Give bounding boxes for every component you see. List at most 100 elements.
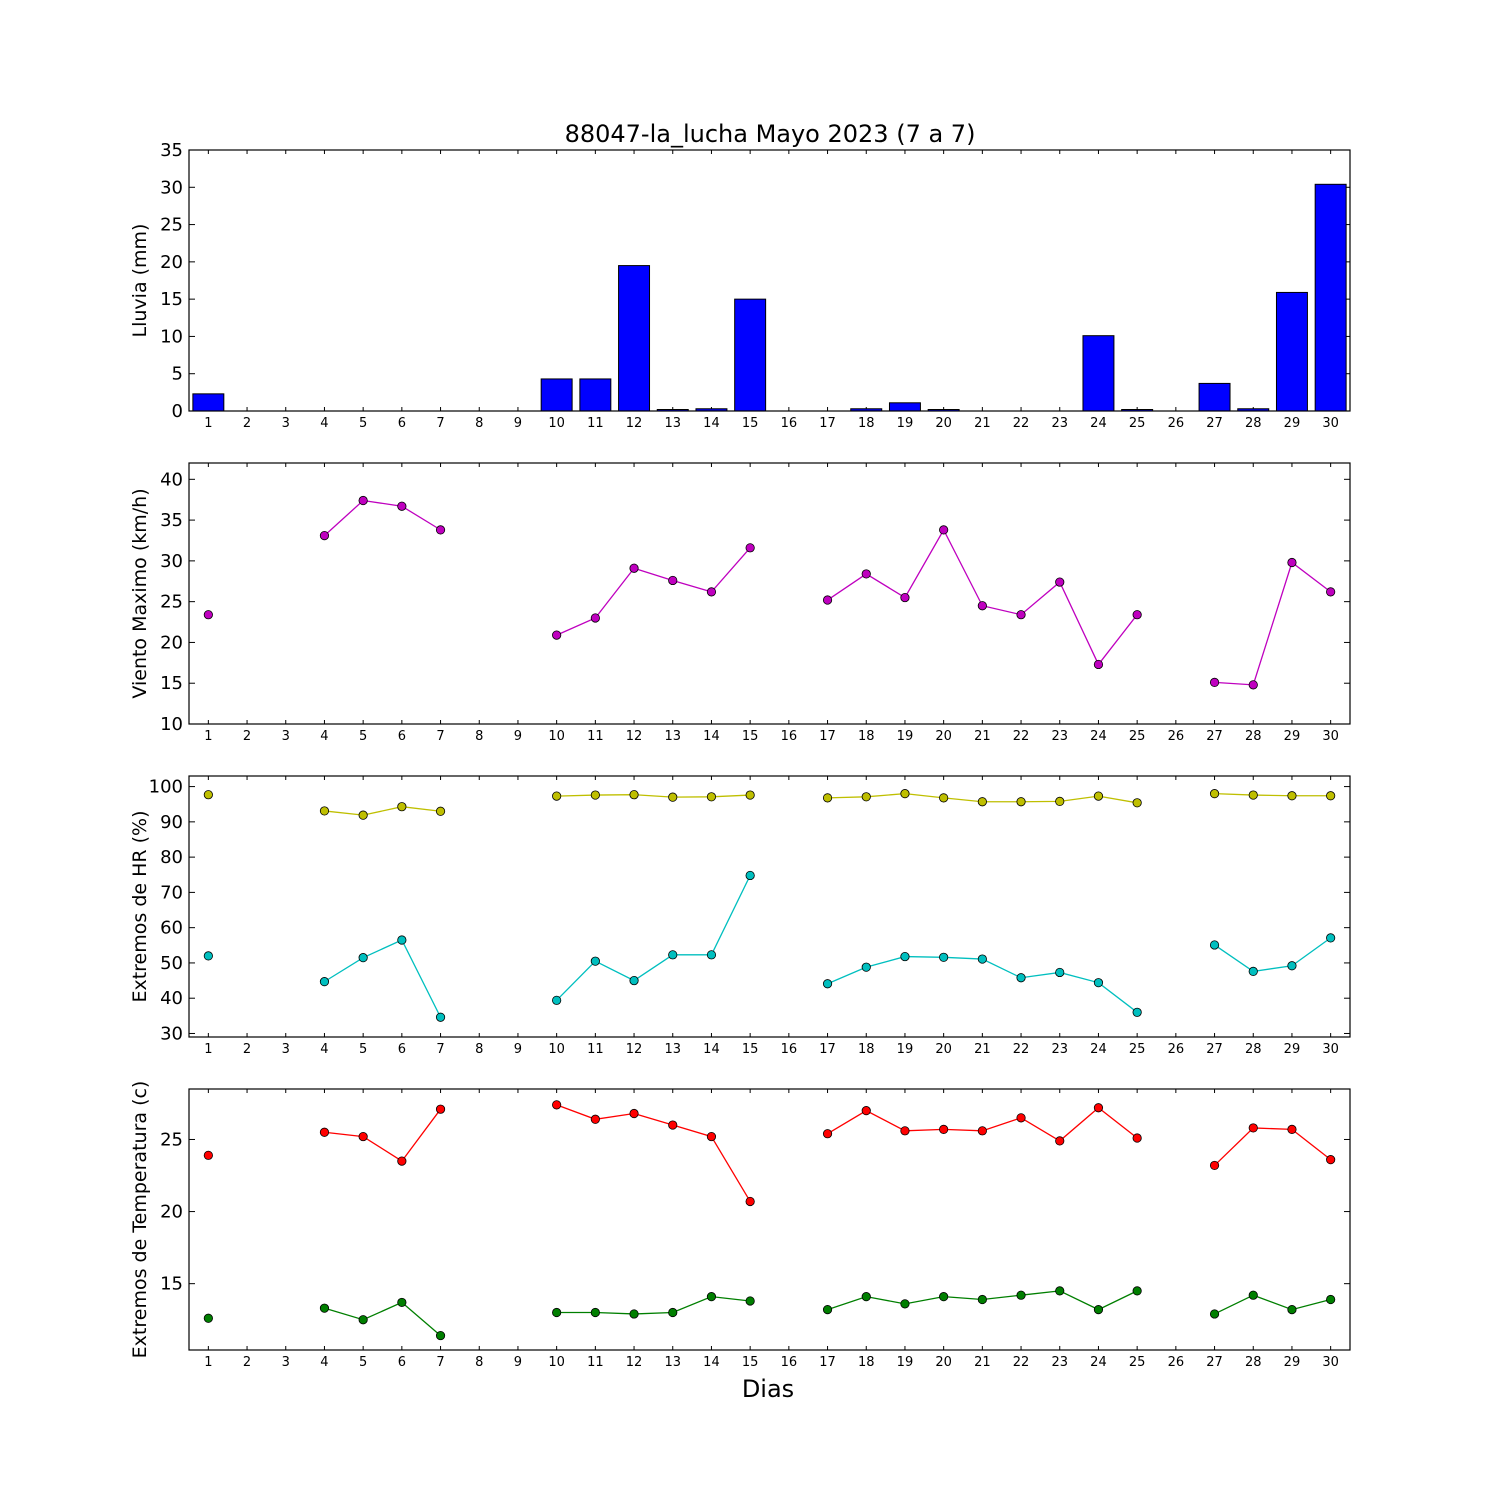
data-point (1093, 978, 1104, 988)
x-tick-label: 17 (819, 416, 836, 431)
x-tick-label: 16 (781, 1355, 798, 1370)
x-tick-label: 7 (436, 416, 444, 431)
x-tick-label: 7 (436, 729, 444, 744)
x-tick-label: 8 (475, 1042, 483, 1057)
y-tick-label: 80 (160, 847, 183, 868)
y-tick-label: 30 (160, 177, 183, 198)
data-point (1132, 1286, 1142, 1296)
x-tick-label: 11 (587, 1355, 604, 1370)
x-tick-label: 13 (664, 1042, 681, 1057)
x-tick-label: 18 (858, 1355, 875, 1370)
plot-frame (188, 775, 1351, 1038)
x-tick-label: 25 (1129, 1355, 1146, 1370)
data-point (319, 1303, 330, 1313)
x-tick-label: 28 (1245, 416, 1262, 431)
data-point (1209, 940, 1220, 950)
x-tick-label: 21 (974, 416, 991, 431)
x-tick-label: 8 (475, 729, 483, 744)
y-tick-label: 25 (160, 215, 183, 236)
data-point (1287, 791, 1297, 801)
x-tick-label: 5 (359, 1042, 367, 1057)
data-point (319, 806, 330, 816)
data-point (1326, 587, 1336, 597)
series-line (1214, 937, 1332, 973)
data-point (1016, 610, 1026, 620)
data-point (397, 935, 407, 945)
data-point (939, 1124, 949, 1134)
x-tick-label: 15 (742, 729, 759, 744)
series-line (827, 955, 1138, 1013)
x-tick-label: 21 (974, 1355, 991, 1370)
data-point (939, 525, 949, 535)
x-tick-label: 4 (320, 416, 328, 431)
plot-frame (188, 462, 1351, 725)
data-point (706, 792, 717, 802)
x-tick-label: 4 (320, 729, 328, 744)
y-tick-label: 5 (172, 364, 183, 385)
data-point (1132, 1133, 1142, 1143)
x-tick-label: 24 (1090, 1355, 1107, 1370)
data-point (900, 789, 910, 799)
data-point (1209, 1160, 1220, 1171)
data-point (358, 1131, 368, 1142)
data-point (939, 793, 949, 803)
x-tick-label: 30 (1322, 1355, 1339, 1370)
x-tick-label: 12 (626, 416, 643, 431)
x-tick-label: 4 (320, 1042, 328, 1057)
data-point (1326, 933, 1336, 943)
x-tick-label: 10 (548, 1355, 565, 1370)
data-point (706, 587, 717, 597)
x-tick-label: 15 (742, 1042, 759, 1057)
x-tick-label: 25 (1129, 1042, 1146, 1057)
x-tick-label: 15 (742, 1355, 759, 1370)
y-tick-label: 20 (160, 252, 183, 273)
data-point (822, 1305, 833, 1315)
data-point (745, 870, 755, 881)
x-tick-label: 19 (897, 1042, 914, 1057)
x-tick-label: 10 (548, 1042, 565, 1057)
series-line (324, 499, 441, 537)
x-tick-label: 15 (742, 416, 759, 431)
y-tick-label: 60 (160, 918, 183, 939)
y-axis-label: Viento Maximo (km/h) (129, 488, 151, 698)
data-point (861, 962, 871, 972)
x-tick-label: 22 (1013, 729, 1030, 744)
x-tick-label: 9 (514, 1355, 522, 1370)
y-tick-label: 35 (160, 140, 183, 161)
data-point (629, 1108, 639, 1119)
x-tick-label: 22 (1013, 1355, 1030, 1370)
data-point (1132, 1007, 1142, 1017)
x-tick-label: 2 (243, 416, 251, 431)
plot-frame (188, 149, 1351, 412)
data-point (977, 1294, 987, 1305)
data-point (706, 1131, 717, 1142)
data-point (397, 1297, 407, 1308)
data-point (1326, 1155, 1336, 1165)
x-tick-label: 11 (587, 729, 604, 744)
x-tick-label: 13 (664, 1355, 681, 1370)
x-tick-label: 11 (587, 416, 604, 431)
x-tick-label: 12 (626, 1042, 643, 1057)
data-point (358, 810, 368, 820)
x-tick-label: 2 (243, 1355, 251, 1370)
x-tick-label: 20 (935, 729, 952, 744)
data-point (977, 797, 987, 807)
data-point (861, 569, 871, 579)
y-tick-label: 20 (160, 632, 183, 653)
x-tick-label: 27 (1206, 729, 1223, 744)
x-tick-label: 10 (548, 729, 565, 744)
x-tick-label: 25 (1129, 416, 1146, 431)
data-point (900, 1126, 910, 1136)
y-tick-label: 90 (160, 812, 183, 833)
x-tick-label: 2 (243, 1042, 251, 1057)
data-point (822, 595, 833, 605)
y-axis-label: Extremos de HR (%) (129, 810, 151, 1002)
x-tick-label: 28 (1245, 729, 1262, 744)
data-point (1248, 1123, 1258, 1133)
x-tick-label: 12 (626, 729, 643, 744)
y-tick-label: 0 (172, 401, 183, 422)
data-point (745, 790, 755, 800)
data-point (1055, 1286, 1065, 1296)
